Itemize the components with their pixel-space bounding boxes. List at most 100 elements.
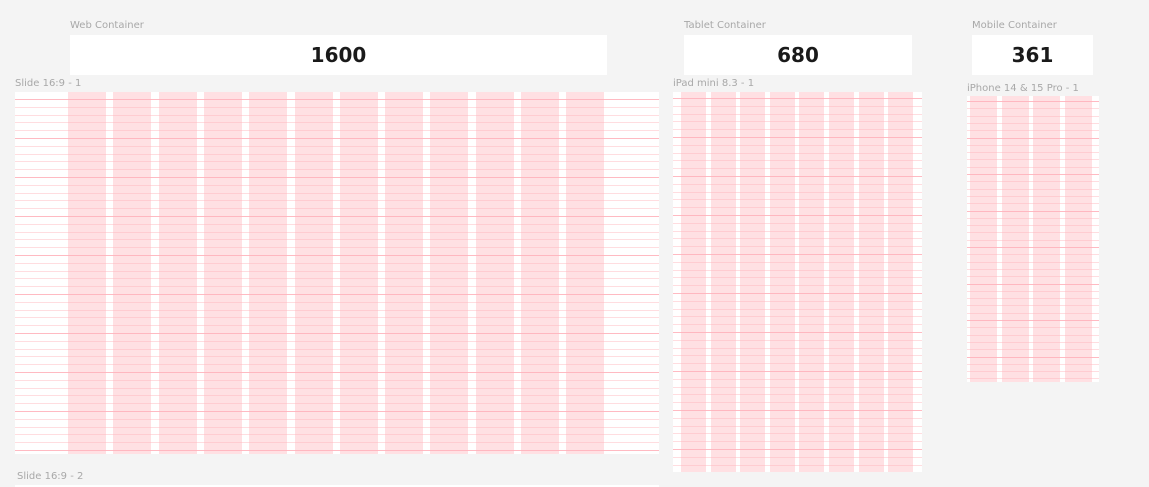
tablet-grid-row-line xyxy=(673,176,922,177)
web-grid-row-line xyxy=(15,169,659,171)
mobile-frame-label[interactable]: iPhone 14 & 15 Pro - 1 xyxy=(967,83,1079,94)
tablet-grid-row-line xyxy=(673,339,922,341)
tablet-grid-row-line xyxy=(673,269,922,271)
web-grid-row-line xyxy=(15,99,659,100)
mobile-grid-row-line xyxy=(967,144,1099,146)
web-grid-row-line xyxy=(15,395,659,397)
mobile-grid-row-line xyxy=(967,261,1099,263)
tablet-grid-row-line xyxy=(673,394,922,396)
tablet-grid-row-line xyxy=(673,456,922,458)
tablet-grid-row-line xyxy=(673,277,922,279)
web-frame-label[interactable]: Slide 16:9 - 1 xyxy=(15,78,82,89)
tablet-grid-row-line xyxy=(673,254,922,255)
mobile-grid-row-line xyxy=(967,122,1099,124)
tablet-grid-column xyxy=(710,92,736,472)
web-grid-column xyxy=(203,92,242,454)
mobile-grid-row-line xyxy=(967,210,1099,212)
web-grid-row-line xyxy=(15,426,659,428)
web-grid-row-line xyxy=(15,356,659,358)
web-grid-row-line xyxy=(15,278,659,280)
tablet-grid-column xyxy=(829,92,854,472)
mobile-grid-row-line xyxy=(967,159,1099,161)
tablet-grid-column xyxy=(888,92,914,472)
tablet-grid-row-line xyxy=(673,308,922,310)
web-grid-row-line xyxy=(15,161,659,163)
tablet-grid-row-line xyxy=(673,215,922,216)
web-grid-row-line xyxy=(15,145,659,147)
tablet-frame-ipad-mini[interactable] xyxy=(673,92,922,472)
mobile-grid-row-line xyxy=(967,290,1099,292)
tablet-grid-column xyxy=(769,92,795,472)
mobile-grid-row-line xyxy=(967,371,1099,373)
web-grid-row-line xyxy=(15,294,659,295)
mobile-grid-row-line xyxy=(967,217,1099,219)
web-grid-row-line xyxy=(15,270,659,272)
tablet-frame-label[interactable]: iPad mini 8.3 - 1 xyxy=(673,78,755,89)
web-grid-column xyxy=(385,92,424,454)
tablet-container-box[interactable]: 680 xyxy=(684,35,912,75)
mobile-grid-row-line xyxy=(967,363,1099,365)
web-container-box[interactable]: 1600 xyxy=(70,35,607,75)
mobile-grid-row-line xyxy=(967,225,1099,227)
mobile-container-box[interactable]: 361 xyxy=(972,35,1093,75)
bottom-frame-label[interactable]: Slide 16:9 - 2 xyxy=(17,471,84,482)
tablet-grid-row-line xyxy=(673,105,922,107)
web-grid-row-line xyxy=(15,340,659,342)
tablet-grid-row-line xyxy=(673,449,922,450)
mobile-grid-row-line xyxy=(967,276,1099,278)
web-grid-row-line xyxy=(15,239,659,241)
web-grid-column xyxy=(521,92,559,454)
tablet-grid-row-line xyxy=(673,410,922,411)
web-grid-column xyxy=(158,92,197,454)
mobile-grid-column xyxy=(1064,96,1092,382)
web-grid-column xyxy=(68,92,106,454)
mobile-grid-row-line xyxy=(967,254,1099,256)
tablet-grid-row-line xyxy=(673,433,922,435)
web-grid-row-line xyxy=(15,177,659,178)
web-grid-row-line xyxy=(15,450,659,451)
tablet-grid-row-line xyxy=(673,113,922,115)
web-grid-row-line xyxy=(15,262,659,264)
web-frame-slide-16-9-1[interactable] xyxy=(15,92,659,454)
web-grid-column xyxy=(430,92,469,454)
mobile-grid-row-line xyxy=(967,239,1099,241)
tablet-grid-row-line xyxy=(673,441,922,443)
tablet-grid-row-line xyxy=(673,378,922,380)
web-grid-row-line xyxy=(15,216,659,217)
web-grid-row-line xyxy=(15,286,659,288)
mobile-grid-row-line xyxy=(967,108,1099,110)
mobile-grid-row-line xyxy=(967,341,1099,343)
web-grid-column xyxy=(249,92,288,454)
tablet-grid-row-line xyxy=(673,230,922,232)
mobile-grid-row-line xyxy=(967,247,1099,248)
tablet-grid-row-line xyxy=(673,168,922,170)
mobile-frame-iphone-14-15-pro[interactable] xyxy=(967,96,1099,382)
mobile-grid-column xyxy=(1001,96,1029,382)
tablet-grid-row-line xyxy=(673,199,922,201)
web-grid-row-line xyxy=(15,200,659,202)
web-grid-row-line xyxy=(15,387,659,389)
tablet-grid-row-line xyxy=(673,121,922,123)
mobile-grid-row-line xyxy=(967,101,1099,102)
tablet-grid-row-line xyxy=(673,183,922,185)
tablet-grid-row-line xyxy=(673,417,922,419)
web-grid-row-line xyxy=(15,434,659,436)
mobile-grid-row-line xyxy=(967,356,1099,358)
web-grid-row-line xyxy=(15,122,659,124)
web-grid-column xyxy=(566,92,605,454)
tablet-container-label: Tablet Container xyxy=(684,20,766,31)
mobile-grid-row-line xyxy=(967,203,1099,205)
mobile-grid-row-line xyxy=(967,181,1099,183)
web-grid-row-line xyxy=(15,309,659,311)
tablet-grid-column xyxy=(681,92,706,472)
web-grid-row-line xyxy=(15,255,659,256)
tablet-grid-row-line xyxy=(673,371,922,372)
mobile-grid-row-line xyxy=(967,137,1099,139)
mobile-grid-row-line xyxy=(967,283,1099,285)
web-grid-row-line xyxy=(15,418,659,420)
web-grid-column xyxy=(113,92,152,454)
mobile-grid-row-line xyxy=(967,312,1099,314)
mobile-grid-row-line xyxy=(967,188,1099,190)
bottom-frame-edge[interactable] xyxy=(15,485,659,487)
web-grid-row-line xyxy=(15,442,659,444)
